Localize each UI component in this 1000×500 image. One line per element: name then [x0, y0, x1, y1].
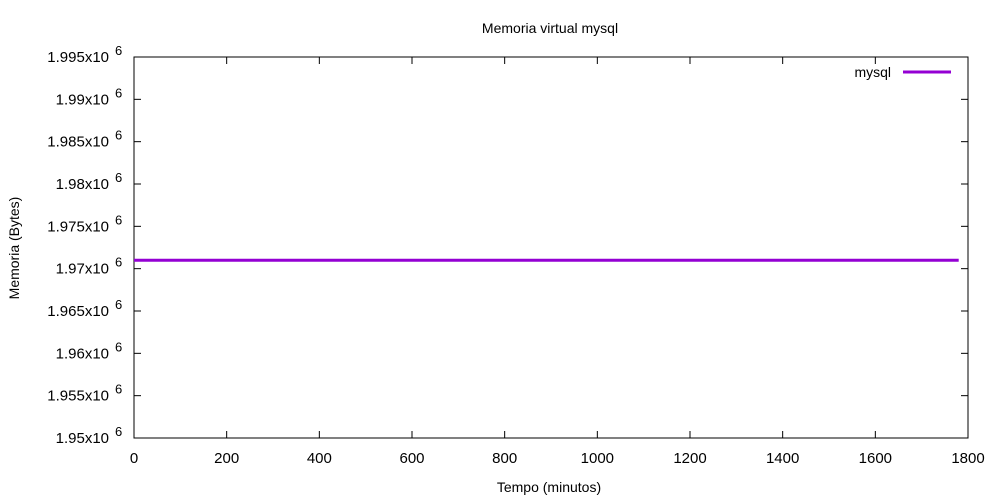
- y-tick-mantissa: 1.975: [47, 218, 85, 235]
- y-tick-exponent: 6: [115, 382, 122, 397]
- y-tick-label: 1.97x10: [56, 261, 109, 278]
- x-tick-label: 1400: [766, 450, 799, 467]
- y-tick-mantissa: 1.965: [47, 303, 85, 320]
- y-tick-mantissa: 1.97: [56, 261, 85, 278]
- y-tick-suffix: x10: [85, 91, 109, 108]
- y-tick-label: 1.995x10: [47, 49, 109, 66]
- x-tick-label: 1000: [581, 450, 614, 467]
- y-tick-suffix: x10: [85, 134, 109, 151]
- y-tick-suffix: x10: [85, 388, 109, 405]
- y-tick-suffix: x10: [85, 345, 109, 362]
- y-tick-label: 1.965x10: [47, 303, 109, 320]
- y-tick-exponent: 6: [115, 43, 122, 58]
- y-tick-label: 1.955x10: [47, 388, 109, 405]
- y-tick-mantissa: 1.955: [47, 388, 85, 405]
- x-tick-label: 1600: [859, 450, 892, 467]
- y-tick-mantissa: 1.96: [56, 345, 85, 362]
- y-tick-label: 1.98x10: [56, 176, 109, 193]
- y-tick-label: 1.975x10: [47, 218, 109, 235]
- legend-label: mysql: [854, 64, 891, 80]
- y-tick-exponent: 6: [115, 297, 122, 312]
- y-tick-exponent: 6: [115, 424, 122, 439]
- x-tick-label: 600: [399, 450, 424, 467]
- plot-frame: [133, 56, 969, 439]
- chart-title: Memoria virtual mysql: [482, 20, 618, 36]
- y-tick-label: 1.985x10: [47, 134, 109, 151]
- y-tick-label: 1.96x10: [56, 345, 109, 362]
- y-tick-exponent: 6: [115, 170, 122, 185]
- legend: mysql: [854, 64, 951, 80]
- y-tick-suffix: x10: [85, 430, 109, 447]
- y-tick-label: 1.99x10: [56, 91, 109, 108]
- x-tick-label: 200: [214, 450, 239, 467]
- y-tick-suffix: x10: [85, 303, 109, 320]
- x-tick-label: 1200: [673, 450, 706, 467]
- y-tick-mantissa: 1.985: [47, 134, 85, 151]
- y-tick-label: 1.95x10: [56, 430, 109, 447]
- x-tick-label: 400: [307, 450, 332, 467]
- y-axis-label: Memoria (Bytes): [6, 197, 22, 300]
- y-axis: 1.95x10 61.955x10 61.96x10 61.965x10 61.97x1…: [47, 43, 968, 447]
- y-tick-suffix: x10: [85, 218, 109, 235]
- y-tick-mantissa: 1.99: [56, 91, 85, 108]
- y-tick-suffix: x10: [85, 261, 109, 278]
- y-tick-exponent: 6: [115, 339, 122, 354]
- x-tick-label: 1800: [951, 450, 984, 467]
- x-axis-label: Tempo (minutos): [497, 479, 601, 495]
- y-tick-exponent: 6: [115, 255, 122, 270]
- y-tick-mantissa: 1.995: [47, 49, 85, 66]
- y-tick-exponent: 6: [115, 128, 122, 143]
- x-axis: 0 200 400 600 800 1000 1200 1400 1600 1800: [130, 57, 985, 467]
- y-tick-mantissa: 1.98: [56, 176, 85, 193]
- y-tick-suffix: x10: [85, 49, 109, 66]
- x-tick-label: 0: [130, 450, 138, 467]
- y-tick-exponent: 6: [115, 85, 122, 100]
- y-tick-suffix: x10: [85, 176, 109, 193]
- y-tick-exponent: 6: [115, 212, 122, 227]
- x-tick-label: 800: [492, 450, 517, 467]
- y-tick-mantissa: 1.95: [56, 430, 85, 447]
